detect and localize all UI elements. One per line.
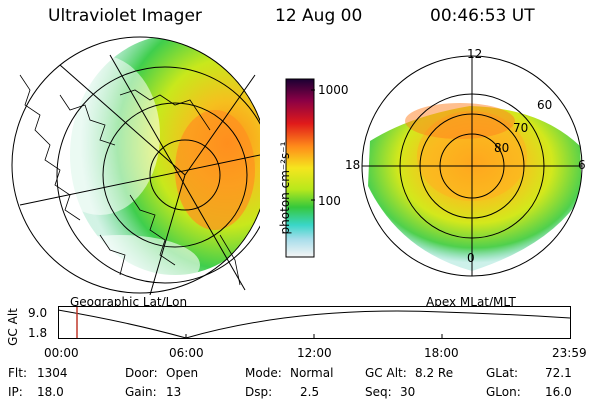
door-value: Open <box>166 366 199 380</box>
time-tick-2359: 23:59 <box>552 346 587 360</box>
mlat-label-80: 80 <box>494 141 510 155</box>
aurora-emission-image <box>40 37 260 293</box>
door-label: Door: <box>125 366 158 380</box>
gc-alt-value: 8.2 Re <box>415 366 454 380</box>
mode-label: Mode: <box>245 366 282 380</box>
flt-label: Flt: <box>8 366 27 380</box>
mlt-label-6: 6 <box>578 158 586 172</box>
mode-value: Normal <box>290 366 334 380</box>
altitude-tick-low: 1.8 <box>28 326 48 340</box>
aurora-oval-image <box>368 103 582 271</box>
altitude-curve <box>58 309 571 339</box>
seq-value: 30 <box>400 385 416 399</box>
time-tick-0000: 00:00 <box>44 346 79 360</box>
time-tick-0600: 06:00 <box>169 346 204 360</box>
dsp-value: 2.5 <box>300 385 320 399</box>
mlt-label-12: 12 <box>467 47 483 61</box>
lat-lon-grid <box>11 36 260 295</box>
gc-alt-label: GC Alt: <box>365 366 407 380</box>
instrument-title: Ultraviolet Imager <box>48 6 202 26</box>
glat-label: GLat: <box>486 366 519 380</box>
mlt-label-0: 0 <box>467 251 475 265</box>
colorbar-unit-label: photon cm⁻²s⁻¹ <box>278 141 292 235</box>
dsp-label: Dsp: <box>245 385 273 399</box>
altitude-tick-high: 9.0 <box>28 306 48 320</box>
mlt-label-18: 18 <box>345 158 361 172</box>
time-tick-1200: 12:00 <box>297 346 332 360</box>
colorbar-tick-1000: 1000 <box>318 83 349 97</box>
ip-label: IP: <box>8 385 23 399</box>
intensity-colorbar <box>285 78 315 258</box>
time-tick-1800: 18:00 <box>424 346 459 360</box>
magnetic-polar-panel <box>361 55 583 277</box>
glon-label: GLon: <box>486 385 521 399</box>
colorbar-tick-100: 100 <box>318 194 341 208</box>
mlat-label-70: 70 <box>513 121 529 135</box>
gain-label: Gain: <box>125 385 157 399</box>
flt-value: 1304 <box>37 366 68 380</box>
time-label: 00:46:53 UT <box>430 6 535 26</box>
altitude-axis-label: GC Alt <box>6 308 20 346</box>
glat-value: 72.1 <box>545 366 572 380</box>
altitude-plot <box>58 306 571 339</box>
mlat-mlt-grid <box>361 55 583 277</box>
right-panel-caption: Apex MLat/MLT <box>426 295 516 309</box>
seq-label: Seq: <box>365 385 392 399</box>
mlat-label-60: 60 <box>537 98 553 112</box>
altitude-plot-frame <box>58 306 571 339</box>
ip-value: 18.0 <box>37 385 64 399</box>
glon-value: 16.0 <box>545 385 572 399</box>
coastline-outlines <box>19 74 241 286</box>
gain-value: 13 <box>166 385 182 399</box>
geographic-map-panel <box>11 36 260 295</box>
date-label: 12 Aug 00 <box>275 6 363 26</box>
left-panel-caption: Geographic Lat/Lon <box>70 295 188 309</box>
